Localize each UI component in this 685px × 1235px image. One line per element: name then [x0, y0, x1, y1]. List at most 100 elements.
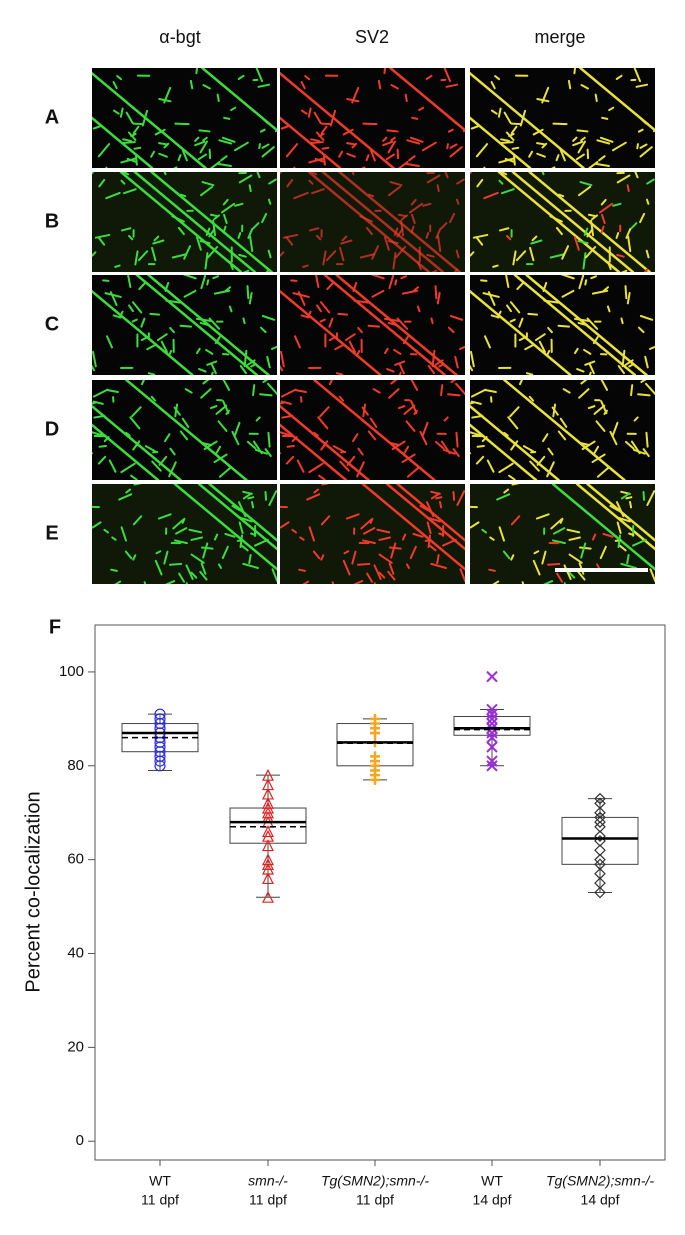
fiber [592, 336, 599, 345]
fiber [452, 491, 456, 501]
fiber [210, 363, 217, 375]
fiber [583, 227, 589, 236]
fiber [559, 417, 568, 428]
fiber [522, 445, 535, 453]
fiber [538, 340, 546, 354]
fiber [280, 289, 382, 375]
fiber [552, 122, 568, 126]
point [154, 713, 166, 725]
fiber [238, 521, 244, 534]
fiber [174, 122, 190, 126]
fiber [321, 484, 330, 486]
fiber [361, 539, 376, 545]
fiber [481, 436, 488, 443]
fiber [425, 74, 433, 81]
fiber [585, 246, 597, 259]
fiber [602, 532, 614, 538]
fiber [171, 215, 185, 223]
fiber [351, 142, 358, 149]
fiber [582, 252, 587, 270]
fiber [417, 261, 422, 271]
fiber [338, 172, 461, 272]
fiber [120, 462, 136, 474]
fiber [509, 301, 521, 314]
fiber [196, 347, 201, 355]
fiber [216, 162, 232, 167]
fiber [120, 157, 137, 164]
micrograph [92, 68, 277, 168]
fiber [121, 141, 136, 144]
fiber [389, 181, 403, 187]
fiber [392, 252, 397, 270]
fiber [348, 340, 356, 354]
y-axis-title: Percent co-localization [22, 791, 44, 992]
fiber [446, 143, 449, 150]
fiber [184, 388, 193, 394]
fiber [150, 172, 273, 272]
fiber [587, 405, 596, 410]
fiber [449, 146, 463, 158]
fiber [93, 414, 106, 419]
fiber [361, 484, 465, 571]
fiber [356, 349, 361, 357]
fiber [164, 433, 171, 443]
fiber [140, 317, 146, 328]
fiber [125, 111, 134, 124]
fiber [645, 431, 649, 448]
fiber [179, 193, 187, 198]
fiber [575, 484, 655, 551]
fiber [512, 250, 517, 266]
fiber [376, 528, 391, 534]
micrograph [280, 68, 465, 168]
fiber [356, 461, 365, 478]
x-tick-label: Tg(SMN2);smn-/- [321, 1173, 429, 1189]
fiber [455, 249, 460, 259]
fiber [577, 570, 586, 581]
fiber [280, 364, 284, 372]
fiber [313, 380, 436, 480]
fiber [438, 363, 445, 368]
fiber [168, 461, 177, 478]
fiber [174, 403, 179, 418]
fiber [397, 405, 406, 410]
fiber [579, 181, 593, 187]
fiber [268, 178, 277, 185]
fiber [201, 181, 215, 187]
fiber [266, 355, 271, 369]
fiber [470, 125, 479, 130]
fiber [213, 453, 228, 464]
fiber [307, 172, 431, 272]
fiber [513, 155, 516, 166]
fiber [353, 580, 364, 584]
fiber [103, 528, 110, 534]
fiber [436, 184, 440, 193]
fiber [130, 132, 137, 138]
point [486, 760, 498, 772]
fiber [164, 281, 170, 292]
fiber [620, 562, 638, 569]
fiber [382, 136, 388, 142]
fiber [527, 312, 539, 316]
fibers [92, 172, 277, 272]
fiber [442, 538, 457, 547]
fiber [480, 279, 488, 282]
fiber [615, 74, 623, 81]
fiber [393, 348, 402, 355]
fiber [360, 518, 373, 530]
point [594, 797, 606, 810]
fiber [131, 301, 143, 314]
fibers [280, 68, 465, 168]
fiber [92, 289, 194, 375]
fiber [595, 420, 606, 432]
fiber [503, 111, 512, 124]
fiber [555, 226, 563, 236]
fiber [339, 246, 345, 262]
fiber [319, 406, 330, 418]
fiber [411, 213, 416, 225]
fiber [637, 128, 644, 133]
row-label: B [45, 210, 59, 232]
fiber [383, 317, 401, 322]
fiber [649, 345, 655, 350]
fiber [532, 128, 544, 136]
fiber [298, 568, 306, 572]
